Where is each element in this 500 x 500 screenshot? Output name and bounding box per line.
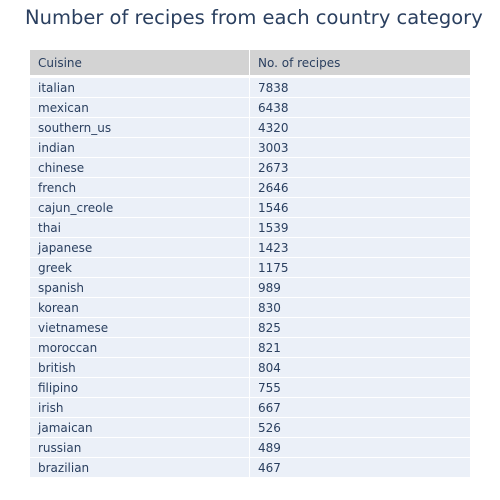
cuisine-cell: japanese xyxy=(30,238,250,258)
chart-title: Number of recipes from each country cate… xyxy=(25,6,483,29)
recipe-count-cell: 989 xyxy=(250,278,470,298)
recipe-count-cell: 667 xyxy=(250,398,470,418)
recipe-count-cell: 2646 xyxy=(250,178,470,198)
recipe-count-cell: 1546 xyxy=(250,198,470,218)
cuisine-cell: greek xyxy=(30,258,250,278)
table-row: italian 7838 xyxy=(30,78,470,98)
table-row: korean 830 xyxy=(30,298,470,318)
recipe-count-cell: 7838 xyxy=(250,78,470,98)
table-row: chinese 2673 xyxy=(30,158,470,178)
table-row: brazilian 467 xyxy=(30,458,470,478)
table-row: british 804 xyxy=(30,358,470,378)
cuisine-cell: british xyxy=(30,358,250,378)
recipe-count-cell: 755 xyxy=(250,378,470,398)
table-row: vietnamese 825 xyxy=(30,318,470,338)
table-row: spanish 989 xyxy=(30,278,470,298)
recipe-count-cell: 467 xyxy=(250,458,470,478)
recipe-count-cell: 4320 xyxy=(250,118,470,138)
recipe-count-cell: 830 xyxy=(250,298,470,318)
cuisine-cell: thai xyxy=(30,218,250,238)
recipe-count-cell: 821 xyxy=(250,338,470,358)
table-header: Cuisine No. of recipes xyxy=(30,50,470,76)
cuisine-cell: spanish xyxy=(30,278,250,298)
recipe-count-cell: 1175 xyxy=(250,258,470,278)
cuisine-cell: french xyxy=(30,178,250,198)
cuisine-cell: filipino xyxy=(30,378,250,398)
table-row: japanese 1423 xyxy=(30,238,470,258)
table-row: greek 1175 xyxy=(30,258,470,278)
recipes-table: Cuisine No. of recipes italian 7838 mexica… xyxy=(30,50,470,478)
table-row: russian 489 xyxy=(30,438,470,458)
recipe-count-cell: 1539 xyxy=(250,218,470,238)
cuisine-cell: korean xyxy=(30,298,250,318)
cuisine-cell: chinese xyxy=(30,158,250,178)
table-body: italian 7838 mexican 6438 southern_us 4320 ind… xyxy=(30,78,470,478)
cuisine-cell: mexican xyxy=(30,98,250,118)
cuisine-cell: italian xyxy=(30,78,250,98)
cuisine-cell: indian xyxy=(30,138,250,158)
cuisine-cell: russian xyxy=(30,438,250,458)
table-row: thai 1539 xyxy=(30,218,470,238)
table-row: southern_us 4320 xyxy=(30,118,470,138)
cuisine-cell: brazilian xyxy=(30,458,250,478)
cuisine-cell: irish xyxy=(30,398,250,418)
table-row: filipino 755 xyxy=(30,378,470,398)
table-row: moroccan 821 xyxy=(30,338,470,358)
table-row: french 2646 xyxy=(30,178,470,198)
cuisine-cell: jamaican xyxy=(30,418,250,438)
table-row: indian 3003 xyxy=(30,138,470,158)
table-row: cajun_creole 1546 xyxy=(30,198,470,218)
cuisine-cell: cajun_creole xyxy=(30,198,250,218)
recipe-count-cell: 526 xyxy=(250,418,470,438)
recipe-count-cell: 825 xyxy=(250,318,470,338)
table-row: mexican 6438 xyxy=(30,98,470,118)
recipe-count-cell: 804 xyxy=(250,358,470,378)
table-row: irish 667 xyxy=(30,398,470,418)
cuisine-cell: vietnamese xyxy=(30,318,250,338)
header-recipe-count: No. of recipes xyxy=(250,50,470,76)
cuisine-cell: southern_us xyxy=(30,118,250,138)
cuisine-cell: moroccan xyxy=(30,338,250,358)
recipe-count-cell: 3003 xyxy=(250,138,470,158)
recipe-count-cell: 2673 xyxy=(250,158,470,178)
recipe-count-cell: 6438 xyxy=(250,98,470,118)
header-cuisine: Cuisine xyxy=(30,50,250,76)
table-row: jamaican 526 xyxy=(30,418,470,438)
recipe-count-cell: 1423 xyxy=(250,238,470,258)
recipe-count-cell: 489 xyxy=(250,438,470,458)
